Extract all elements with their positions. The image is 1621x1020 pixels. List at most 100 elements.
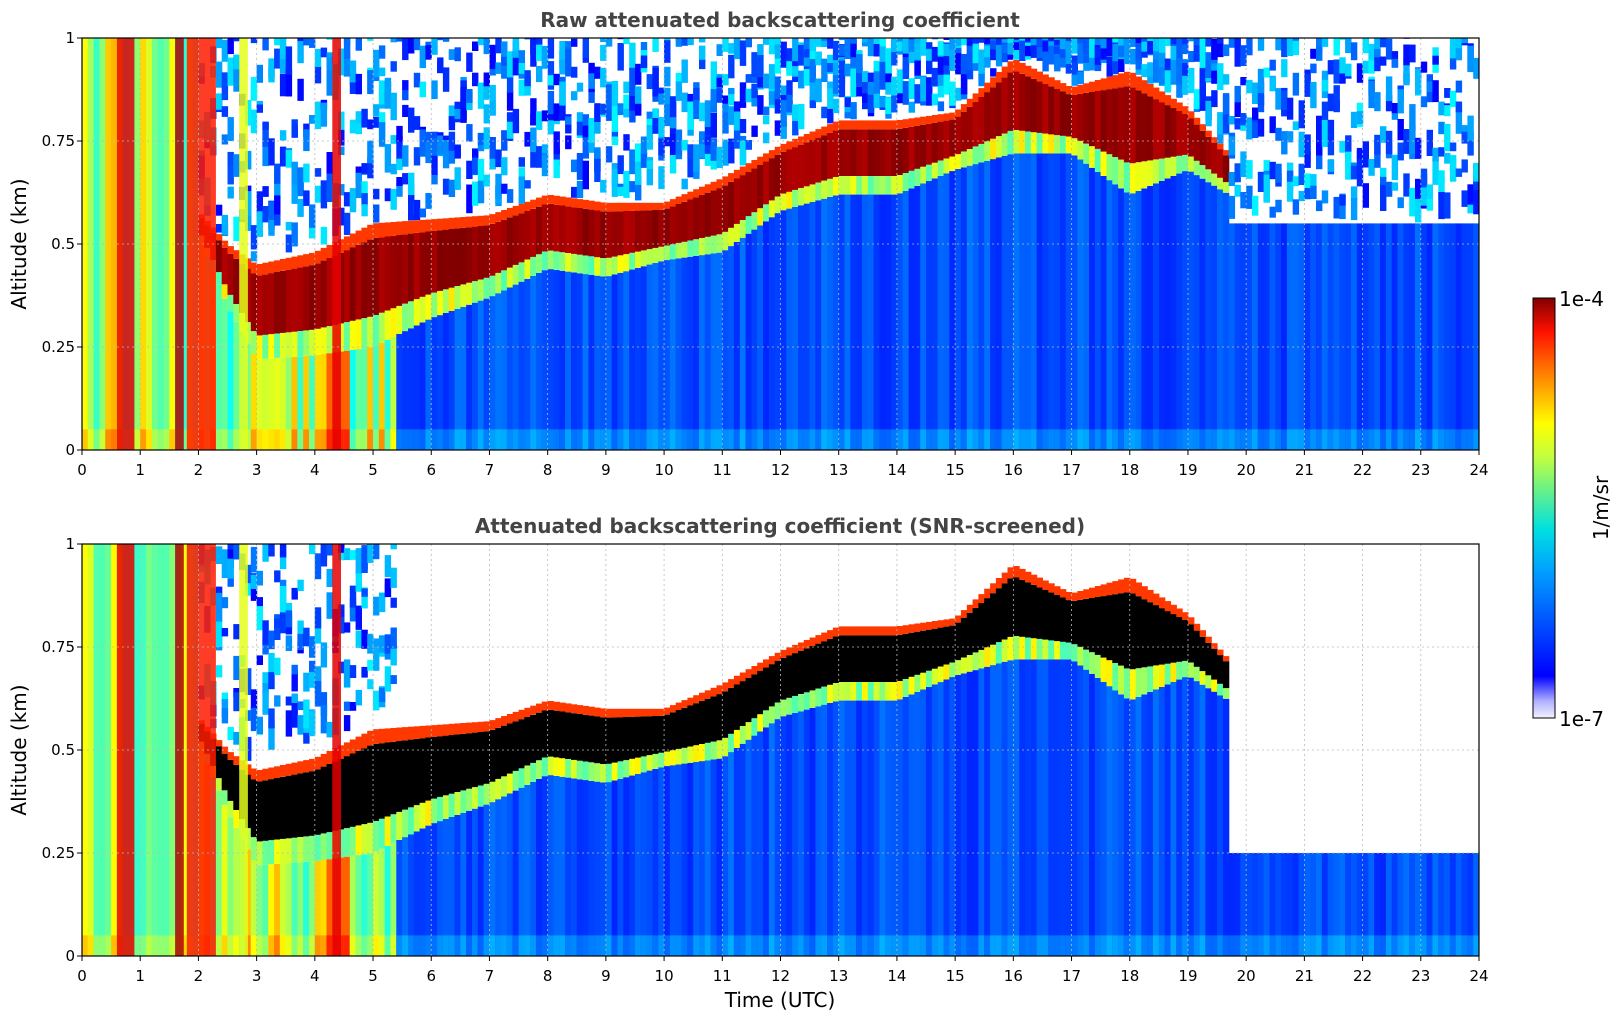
heatmap-cell — [582, 705, 589, 715]
heatmap-cell — [402, 429, 409, 450]
heatmap-cell — [745, 38, 752, 48]
heatmap-cell — [908, 935, 915, 956]
heatmap-cell — [384, 222, 392, 237]
heatmap-cell — [681, 178, 688, 190]
heatmap-cell — [1438, 101, 1445, 116]
heatmap-cell — [611, 708, 619, 718]
heatmap-cell — [1292, 176, 1300, 187]
heatmap-cell — [1420, 429, 1428, 450]
heatmap-cell — [297, 701, 304, 711]
heatmap-cell — [291, 161, 298, 176]
heatmap-cell — [1123, 86, 1131, 163]
heatmap-cell — [1263, 67, 1270, 78]
heatmap-cell — [378, 237, 386, 313]
heatmap-cell — [1170, 614, 1177, 663]
heatmap-cell — [617, 935, 624, 956]
heatmap-cell — [437, 135, 444, 155]
heatmap-cell — [268, 708, 275, 729]
heatmap-cell — [1153, 593, 1160, 606]
heatmap-cell — [215, 429, 223, 450]
heatmap-cell — [1339, 38, 1346, 40]
heatmap-cell — [1473, 190, 1479, 215]
heatmap-cell — [355, 73, 362, 95]
heatmap-cell — [1019, 40, 1026, 61]
heatmap-cell — [681, 59, 688, 83]
heatmap-cell — [926, 429, 933, 450]
heatmap-cell — [565, 116, 572, 125]
heatmap-cell — [116, 544, 135, 956]
heatmap-cell — [780, 151, 787, 194]
heatmap-cell — [984, 141, 991, 161]
heatmap-cell — [431, 230, 438, 293]
heatmap-cell — [367, 119, 374, 130]
heatmap-cell — [1199, 40, 1206, 68]
heatmap-cell — [250, 38, 258, 44]
heatmap-cell — [245, 564, 252, 584]
heatmap-cell — [873, 194, 880, 450]
heatmap-cell — [856, 626, 863, 636]
heatmap-cell — [780, 429, 787, 450]
y-tick-label: 0 — [65, 441, 75, 459]
heatmap-cell — [984, 45, 991, 58]
heatmap-cell — [221, 72, 229, 101]
heatmap-cell — [693, 87, 700, 100]
heatmap-cell — [891, 700, 898, 956]
heatmap-cell — [1432, 147, 1439, 162]
heatmap-cell — [675, 702, 683, 710]
heatmap-cell — [384, 845, 392, 956]
heatmap-cell — [763, 106, 770, 116]
heatmap-cell — [1292, 72, 1300, 96]
heatmap-cell — [1112, 75, 1119, 89]
heatmap-cell — [1380, 38, 1387, 48]
heatmap-cell — [902, 81, 910, 105]
heatmap-cell — [536, 712, 543, 761]
heatmap-cell — [448, 143, 456, 164]
heatmap-cell — [1345, 429, 1352, 450]
heatmap-cell — [955, 50, 962, 75]
heatmap-cell — [902, 633, 910, 679]
heatmap-cell — [384, 77, 392, 87]
heatmap-cell — [1048, 77, 1055, 87]
heatmap-cell — [1007, 578, 1014, 637]
heatmap-cell — [466, 124, 473, 142]
heatmap-cell — [1449, 853, 1457, 956]
heatmap-cell — [774, 935, 782, 956]
heatmap-cell — [832, 682, 840, 702]
heatmap-cell — [960, 104, 968, 112]
heatmap-cell — [739, 166, 747, 176]
heatmap-cell — [1147, 38, 1154, 54]
heatmap-cell — [1182, 114, 1189, 155]
y-tick-label: 0.75 — [42, 132, 75, 150]
heatmap-cell — [896, 626, 904, 635]
heatmap-cell — [1118, 49, 1125, 72]
heatmap-cell — [1327, 935, 1335, 956]
heatmap-cell — [745, 140, 752, 150]
heatmap-cell — [274, 695, 281, 707]
heatmap-cell — [937, 666, 945, 683]
heatmap-cell — [1094, 38, 1102, 52]
heatmap-cell — [990, 583, 997, 594]
heatmap-cell — [530, 127, 537, 153]
heatmap-cell — [384, 816, 392, 846]
heatmap-cell — [320, 429, 328, 450]
heatmap-cell — [373, 345, 380, 450]
heatmap-cell — [227, 186, 234, 199]
heatmap-cell — [1164, 611, 1172, 664]
heatmap-cell — [1246, 185, 1253, 209]
heatmap-cell — [699, 744, 706, 762]
heatmap-cell — [134, 935, 141, 956]
heatmap-cell — [402, 809, 409, 838]
heatmap-cell — [664, 935, 671, 956]
heatmap-cell — [373, 223, 380, 238]
heatmap-cell — [623, 38, 630, 45]
heatmap-cell — [1077, 665, 1084, 956]
heatmap-cell — [862, 81, 869, 101]
heatmap-cell — [1246, 853, 1253, 956]
heatmap-cell — [675, 81, 683, 101]
heatmap-cell — [1001, 44, 1009, 53]
heatmap-cell — [931, 429, 939, 450]
heatmap-cell — [966, 45, 974, 71]
heatmap-cell — [675, 38, 683, 47]
heatmap-cell — [396, 125, 403, 143]
heatmap-cell — [338, 857, 345, 956]
